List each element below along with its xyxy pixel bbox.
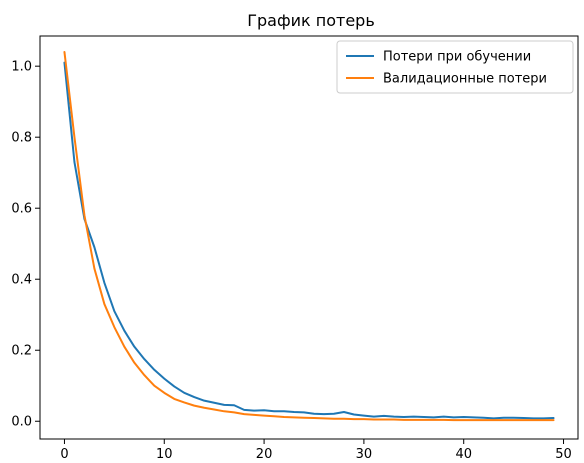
- y-tick-label: 0.2: [11, 344, 32, 359]
- x-tick-label: 40: [455, 447, 472, 462]
- series-line-1: [63, 61, 555, 420]
- legend-label-2: Валидационные потери: [383, 72, 547, 87]
- legend-label-1: Потери при обучении: [383, 50, 531, 65]
- x-tick-label: 20: [256, 447, 273, 462]
- x-tick-label: 0: [60, 447, 68, 462]
- legend: Потери при обучении Валидационные потери: [336, 40, 574, 94]
- y-tick-label: 0.8: [11, 131, 32, 146]
- plot-frame: [39, 35, 579, 440]
- series-line-2: [63, 50, 555, 422]
- x-tick-label: 10: [156, 447, 173, 462]
- y-tick-label: 1.0: [11, 60, 32, 75]
- x-tick-label: 50: [555, 447, 572, 462]
- y-tick-label: 0.0: [11, 415, 32, 430]
- y-tick-label: 0.6: [11, 202, 32, 217]
- series-layer: [63, 50, 555, 422]
- y-tick-label: 0.4: [11, 273, 32, 288]
- ticks-layer: 0 10 20 30 40 50 0.0 0.2 0.4 0.6 0.8 1.0: [11, 60, 571, 462]
- legend-items: Потери при обучении Валидационные потери: [346, 50, 547, 87]
- x-tick-label: 30: [356, 447, 373, 462]
- legend-box: [336, 40, 574, 94]
- chart-title: График потерь: [247, 11, 375, 30]
